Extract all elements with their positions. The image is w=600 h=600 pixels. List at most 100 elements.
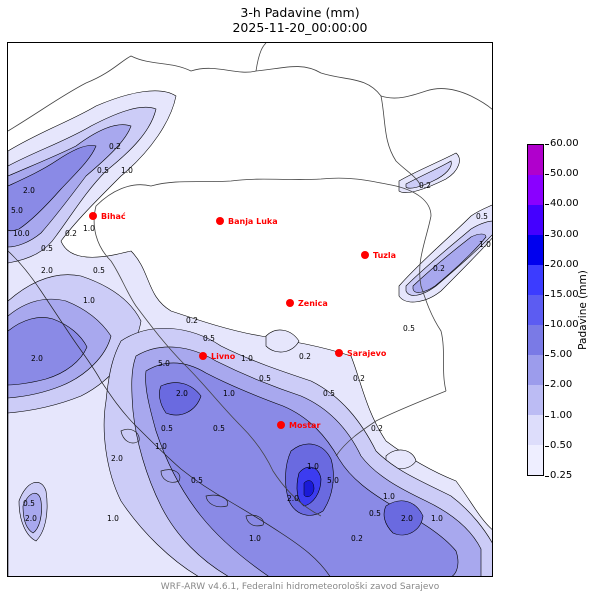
city-label: Mostar (289, 421, 320, 430)
contour-label: 0.5 (41, 244, 53, 253)
colorbar-tick (545, 144, 549, 145)
colorbar-segment (528, 385, 543, 415)
border-line (335, 390, 447, 457)
contour-label: 5.0 (11, 206, 23, 215)
precip-area (412, 233, 487, 293)
contour-label: 0.2 (65, 229, 77, 238)
contour-label: 0.5 (476, 212, 488, 221)
city-markers: Bihać Banja Luka Tuzla Zenica Livno Sarajevo M… (89, 211, 396, 430)
precip-area (303, 480, 315, 497)
colorbar-segment (528, 415, 543, 445)
contour-label: 5.0 (327, 476, 339, 485)
colorbar-tick (545, 325, 549, 326)
colorbar-segment (528, 235, 543, 265)
island (120, 428, 140, 444)
colorbar-tick (545, 295, 549, 296)
city-dot-icon (277, 421, 285, 429)
contour-label: 1.0 (249, 534, 261, 543)
colorbar-title: Padavine (mm) (577, 270, 589, 350)
city-label: Banja Luka (228, 217, 278, 226)
colorbar-tick (545, 265, 549, 266)
contour-label: 1.0 (307, 462, 319, 471)
contour-label: 2.0 (41, 266, 53, 275)
city-label: Zenica (298, 299, 328, 308)
colorbar-tick (545, 476, 549, 477)
city-label: Tuzla (373, 251, 396, 260)
colorbar-tick (545, 174, 549, 175)
contour-label: 0.5 (259, 374, 271, 383)
contour-label: 0.2 (186, 316, 198, 325)
border-line (95, 177, 432, 217)
colorbar-tick-label: 0.50 (550, 440, 573, 451)
colorbar-segment (528, 175, 543, 205)
colorbar-segment (528, 355, 543, 385)
contour-label: 0.2 (351, 534, 363, 543)
contour-label: 1.0 (83, 224, 95, 233)
precip-area (405, 160, 452, 189)
city-dot-icon (216, 217, 224, 225)
contour-label: 0.5 (191, 476, 203, 485)
contour-label: 1.0 (431, 514, 443, 523)
contour-label: 0.5 (23, 499, 35, 508)
precip-area (383, 500, 424, 536)
colorbar-tick-label: 20.00 (550, 259, 579, 270)
contour-label: 0.2 (109, 142, 121, 151)
colorbar-segment (528, 265, 543, 295)
city-dot-icon (335, 349, 343, 357)
contour-label: 0.2 (371, 424, 383, 433)
island (245, 514, 264, 527)
contour-label: 2.0 (31, 354, 43, 363)
contour-labels: 0.2 1.0 0.5 2.0 5.0 10.0 0.2 0.5 1.0 2.0 0.2 0.5 1.0… (11, 142, 491, 543)
map-subtitle: 2025-11-20_00:00:00 (232, 20, 368, 35)
colorbar-segment (528, 145, 543, 175)
contour-label: 0.2 (299, 352, 311, 361)
contour-label: 0.5 (323, 389, 335, 398)
colorbar-tick-label: 15.00 (550, 289, 579, 300)
contour-label: 1.0 (479, 240, 491, 249)
colorbar-tick-label: 40.00 (550, 198, 579, 209)
colorbar-tick (545, 385, 549, 386)
precip-area (8, 124, 132, 248)
colorbar-segment (528, 295, 543, 325)
precip-area (8, 145, 97, 231)
colorbar-tick (545, 204, 549, 205)
city-dot-icon (286, 299, 294, 307)
colorbar-tick (545, 416, 549, 417)
contour-label: 2.0 (287, 494, 299, 503)
country-borders (8, 43, 492, 517)
contour-label: 0.2 (353, 374, 365, 383)
precip-area (8, 317, 88, 386)
contour-label: 0.5 (97, 166, 109, 175)
contour-label: 0.5 (161, 424, 173, 433)
contour-label: 0.2 (433, 264, 445, 273)
city-dot-icon (361, 251, 369, 259)
precip-area (159, 382, 202, 416)
city-dot-icon (89, 212, 97, 220)
colorbar (527, 144, 544, 476)
colorbar-tick-label: 0.25 (550, 470, 573, 481)
footer-credit: WRF-ARW v4.6.1, Federalni hidrometeorolo… (160, 582, 440, 592)
contour-label: 10.0 (13, 229, 30, 238)
colorbar-segment (528, 445, 543, 475)
colorbar-tick (545, 235, 549, 236)
contour-label: 1.0 (155, 442, 167, 451)
contour-label: 2.0 (176, 389, 188, 398)
border-line (255, 43, 267, 72)
island (160, 469, 181, 483)
contour-label: 0.5 (213, 424, 225, 433)
colorbar-segment (528, 325, 543, 355)
city-label: Sarajevo (347, 349, 387, 358)
precip-area (22, 493, 42, 534)
contour-label: 2.0 (23, 186, 35, 195)
map-title: 3-h Padavine (mm) (240, 5, 360, 20)
contour-label: 1.0 (83, 296, 95, 305)
city-dot-icon (199, 352, 207, 360)
border-line (380, 88, 492, 110)
city-label: Bihać (101, 211, 126, 221)
colorbar-tick-label: 5.00 (550, 349, 573, 360)
contour-label: 1.0 (223, 389, 235, 398)
coast-line (8, 250, 331, 576)
coastline (8, 250, 331, 576)
colorbar-tick-label: 50.00 (550, 168, 579, 179)
contour-label: 0.5 (403, 324, 415, 333)
